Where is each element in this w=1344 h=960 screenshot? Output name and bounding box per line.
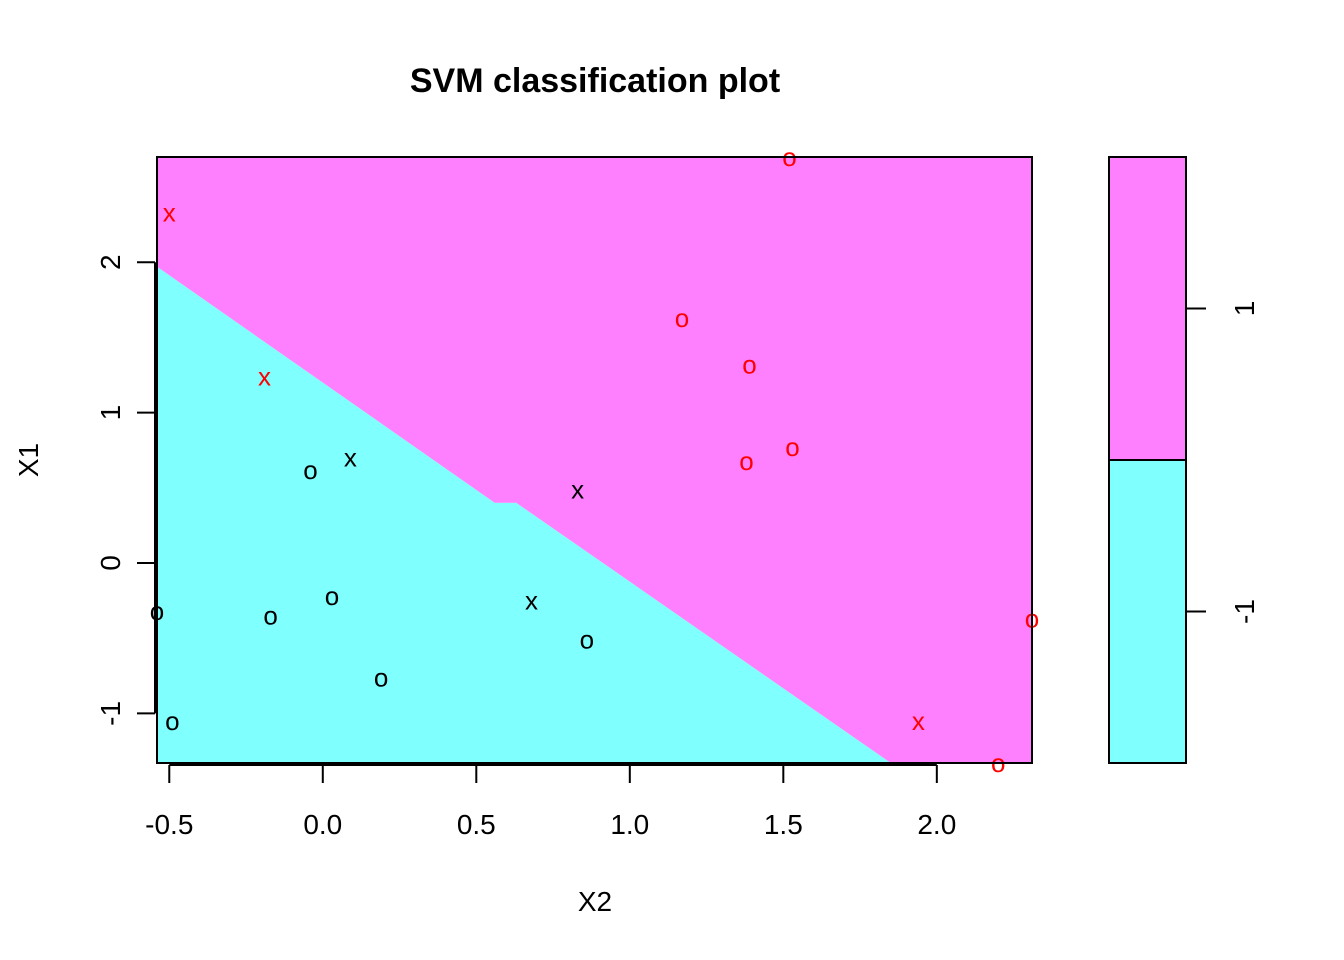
y-tick-label: 2 (95, 254, 126, 270)
data-point-11: o (303, 455, 317, 485)
legend-color-bar: 1 -1 (1108, 156, 1260, 764)
x-axis: -0.5 0.0 0.5 1.0 1.5 2.0 (145, 764, 956, 840)
data-point-15: o (263, 601, 277, 631)
data-point-3-support-vector: x (258, 362, 271, 392)
x-axis-label: X2 (578, 886, 612, 917)
y-tick-label: 1 (95, 405, 126, 421)
data-point-9-support-vector: x (912, 706, 925, 736)
data-point-19: o (374, 662, 388, 692)
x-tick-label: 1.0 (610, 809, 649, 840)
x-tick-label: -0.5 (145, 809, 193, 840)
x-tick-label: 2.0 (917, 809, 956, 840)
data-point-16: o (325, 581, 339, 611)
data-point-18: o (580, 625, 594, 655)
legend-swatch-1 (1109, 157, 1186, 460)
legend-frame (1108, 156, 1187, 764)
data-point-1-support-vector: x (163, 198, 176, 228)
legend-label-1: 1 (1229, 301, 1260, 317)
y-axis: -1 0 1 2 (95, 254, 156, 726)
data-point-7: o (785, 432, 799, 462)
data-point-13-support-vector: x (571, 474, 584, 504)
legend-label-2: -1 (1229, 599, 1260, 624)
chart-title: SVM classification plot (410, 62, 780, 100)
data-point-5: o (742, 350, 756, 380)
data-point-12-support-vector: x (344, 443, 357, 473)
data-point-17-support-vector: x (525, 586, 538, 616)
data-point-6: o (739, 446, 753, 476)
data-point-4: o (675, 303, 689, 333)
legend-swatch-2 (1109, 460, 1186, 763)
x-tick-label: 1.5 (764, 809, 803, 840)
x-tick-label: 0.5 (457, 809, 496, 840)
plot-frame (156, 156, 1033, 764)
region-class-minus-1 (157, 266, 891, 763)
y-tick-label: -1 (95, 701, 126, 726)
region-class-1 (157, 157, 1032, 763)
y-axis-label: X1 (13, 443, 44, 477)
x-tick-label: 0.0 (303, 809, 342, 840)
y-tick-label: 0 (95, 555, 126, 571)
data-point-20: o (165, 706, 179, 736)
